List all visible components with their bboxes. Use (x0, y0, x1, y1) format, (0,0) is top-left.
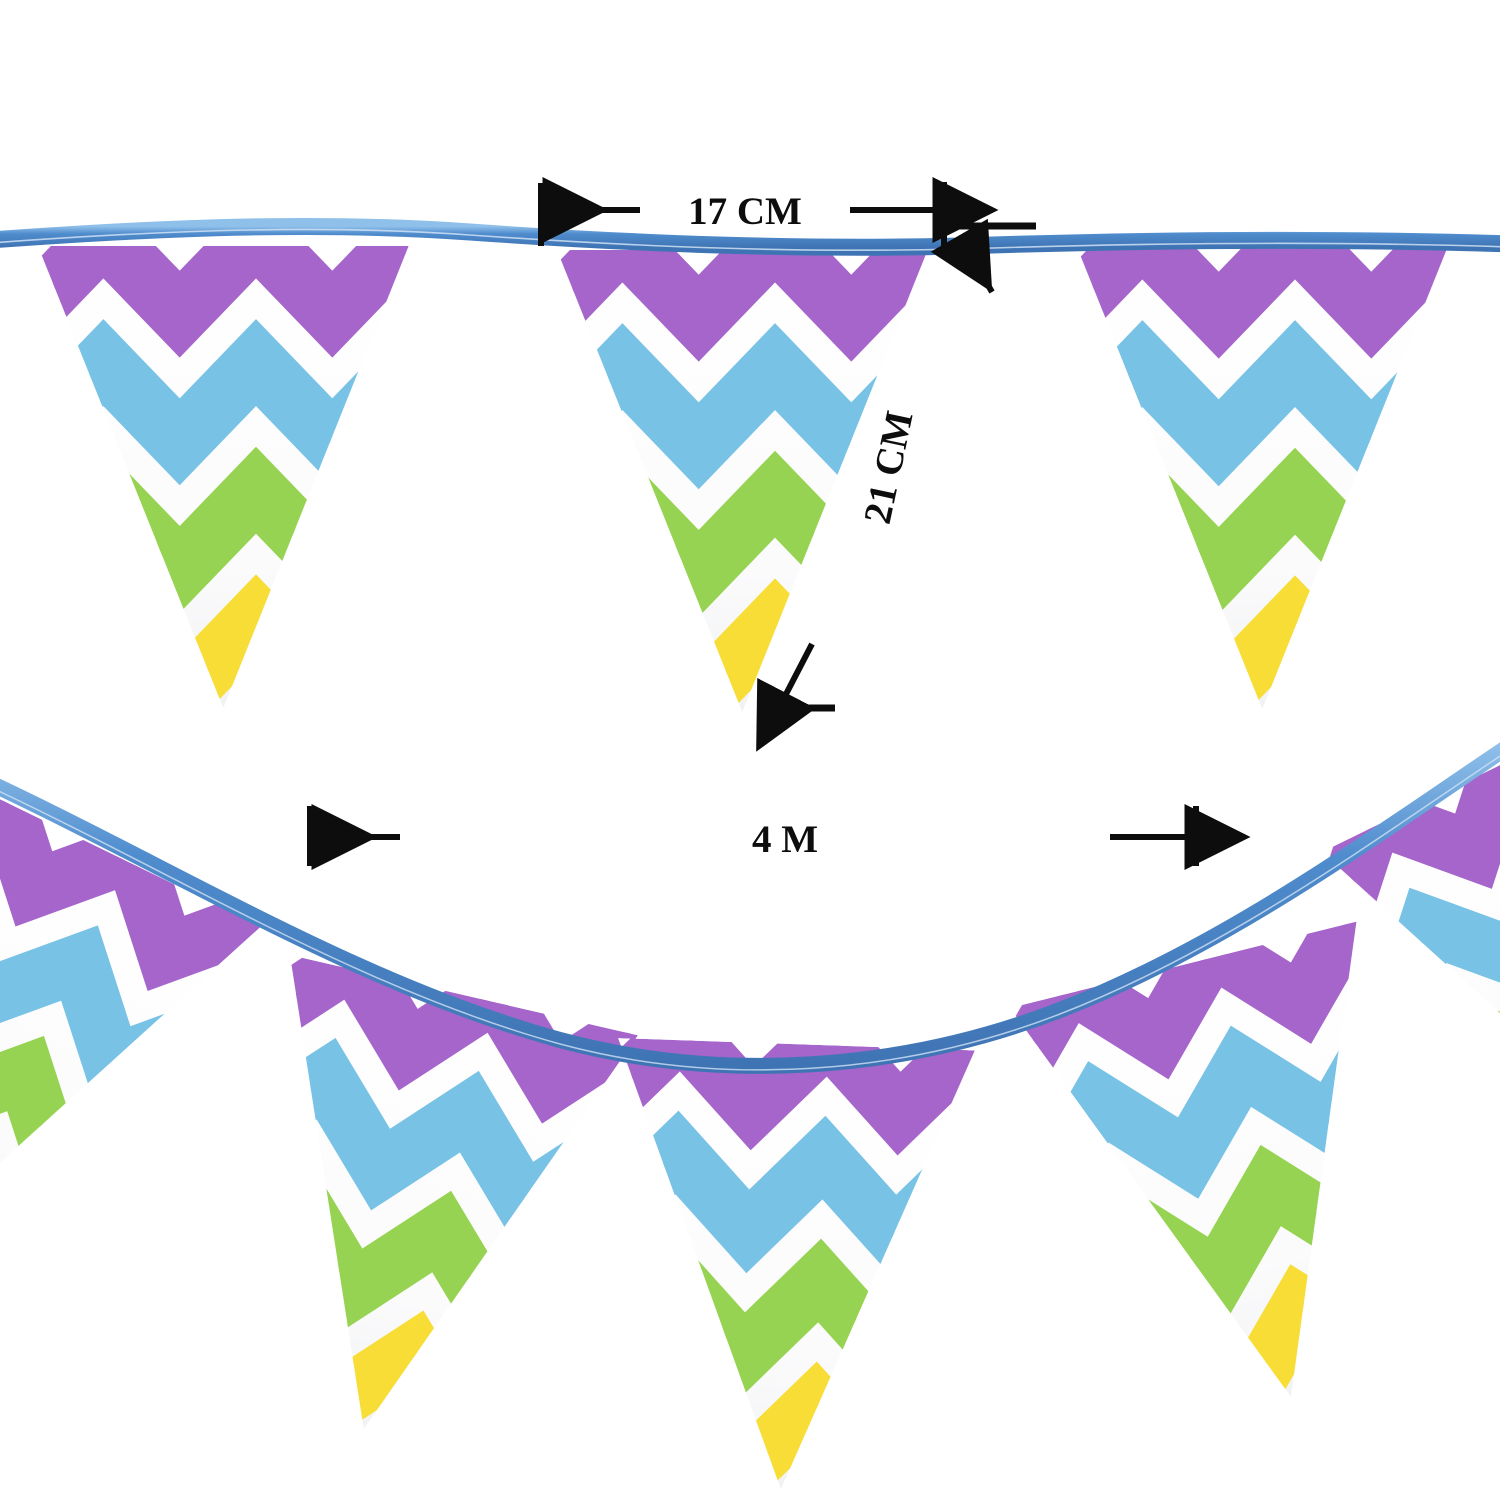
bunting-cord (0, 217, 1500, 256)
bottom-bunting-row (0, 637, 1500, 1500)
top-bunting-row (0, 215, 1500, 936)
cord-stitch-line (0, 228, 1500, 252)
flag-height-dimension: 21 CM (756, 218, 1036, 752)
banner-length-label: 4 M (752, 818, 818, 861)
flag-width-dimension: 17 CM (538, 177, 999, 256)
bunting-cord (0, 742, 1500, 1074)
banner-length-dimension: 4 M (307, 804, 1251, 870)
flag-height-label: 21 CM (856, 407, 922, 527)
flag-width-label: 17 CM (688, 190, 802, 233)
cord-stitch-line (0, 755, 1500, 1071)
